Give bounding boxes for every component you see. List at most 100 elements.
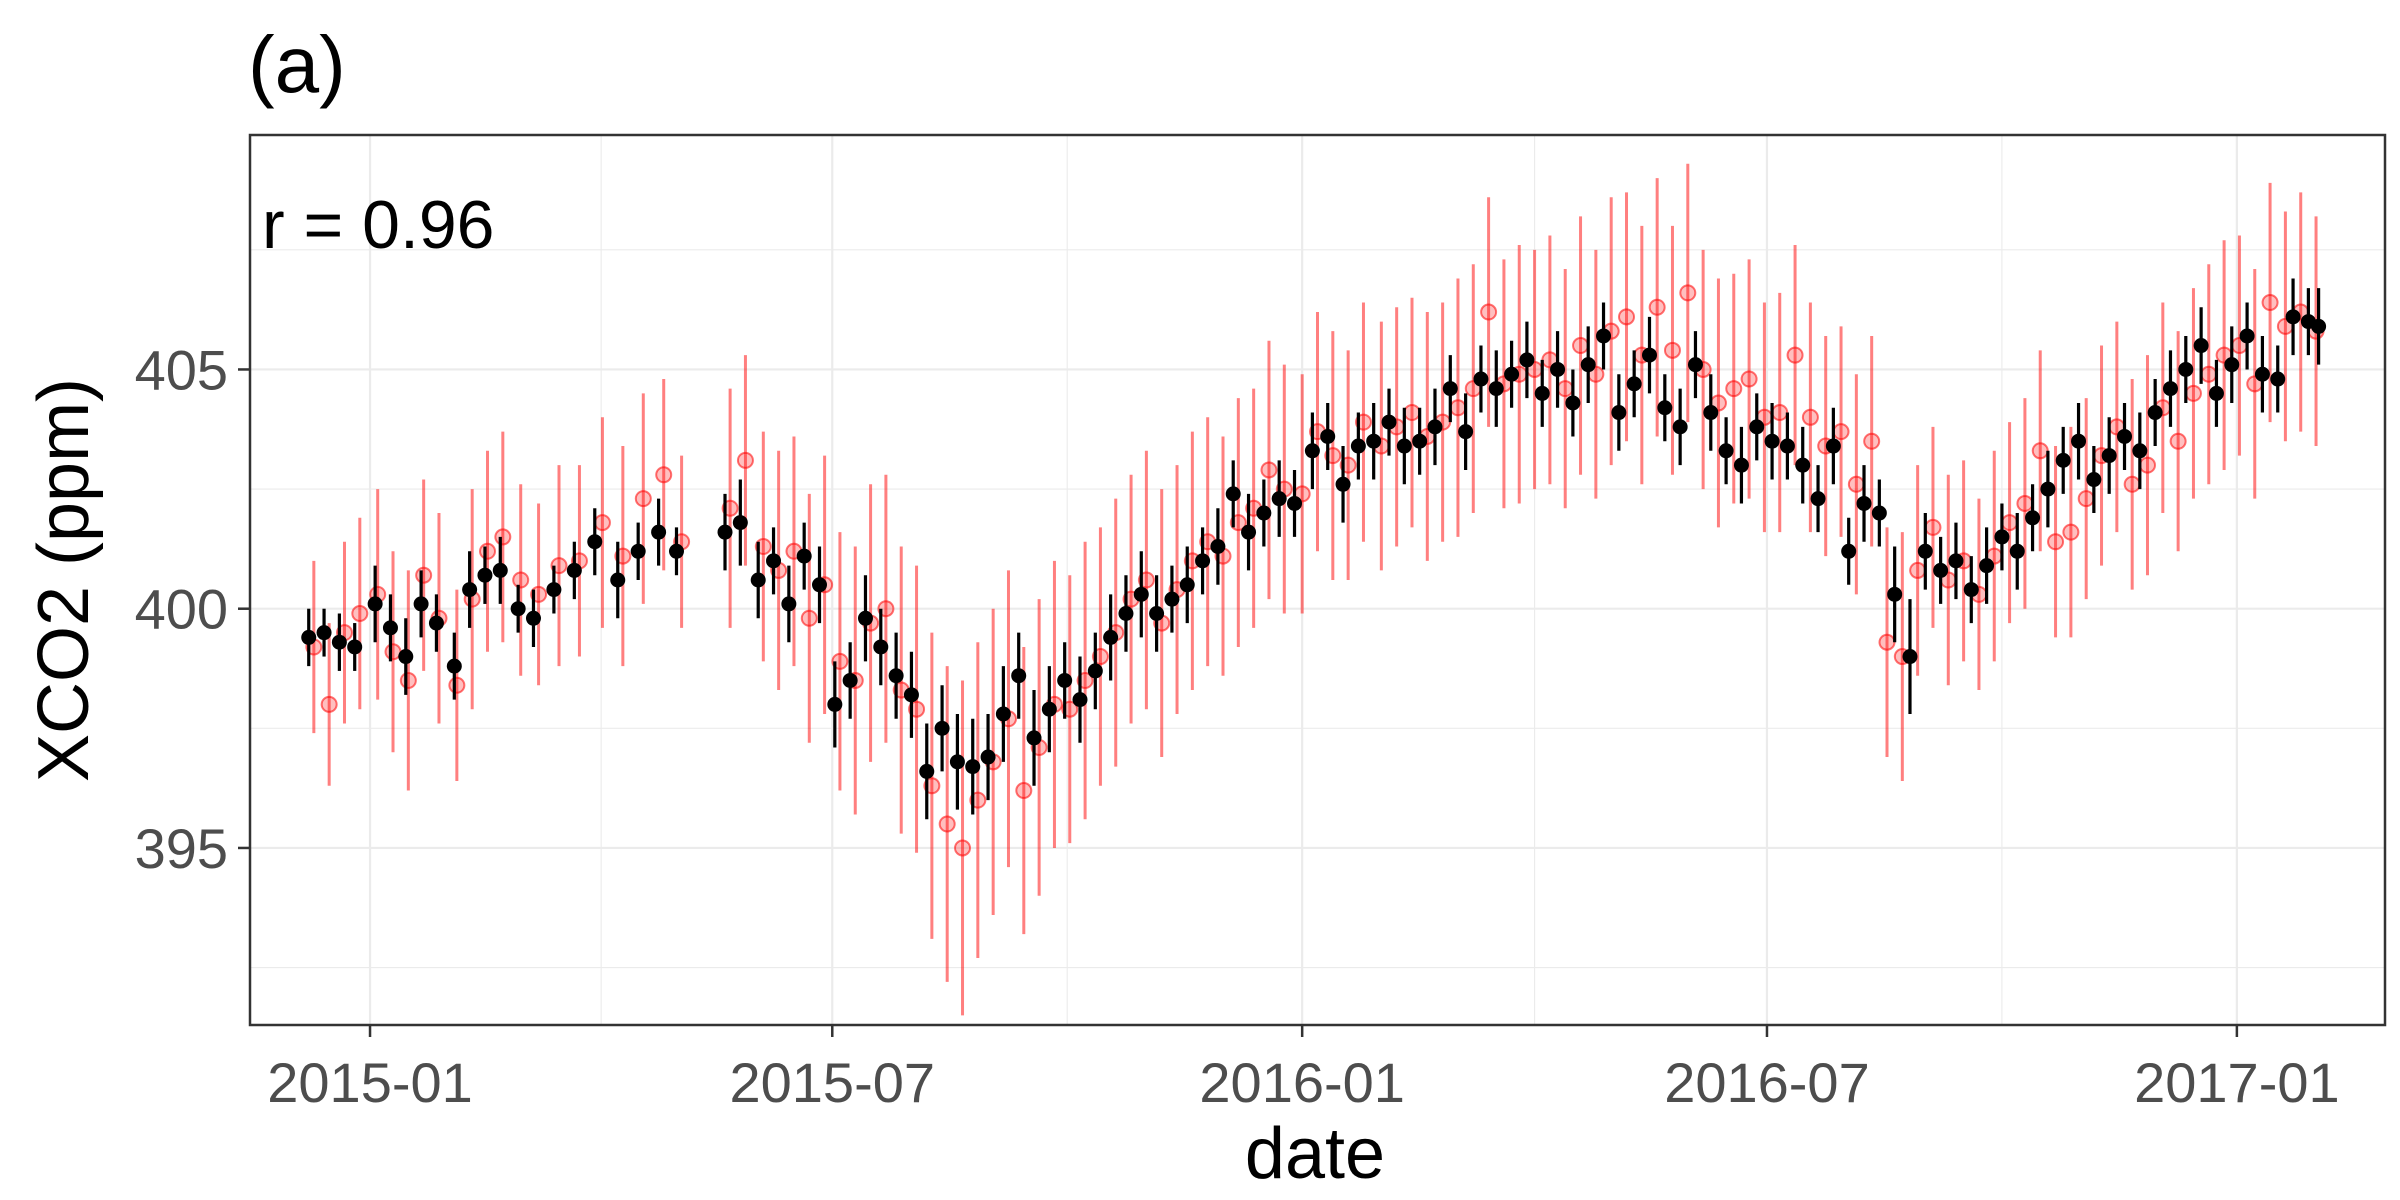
red-point xyxy=(320,695,338,713)
red-point xyxy=(1725,380,1743,398)
black-point xyxy=(934,720,950,736)
black-point xyxy=(2224,357,2240,373)
black-point xyxy=(1749,419,1765,435)
black-point xyxy=(1164,591,1180,607)
black-point xyxy=(510,601,526,617)
black-point xyxy=(1641,347,1657,363)
red-point xyxy=(1663,341,1681,359)
black-point xyxy=(842,672,858,688)
black-point xyxy=(1011,668,1027,684)
red-point xyxy=(736,451,754,469)
black-point xyxy=(750,572,766,588)
black-point xyxy=(610,572,626,588)
black-point xyxy=(2055,452,2071,468)
black-point xyxy=(2040,481,2056,497)
red-point xyxy=(512,571,530,589)
black-point xyxy=(1626,376,1642,392)
black-point xyxy=(2311,318,2327,334)
y-tick-label: 400 xyxy=(135,578,228,641)
black-point xyxy=(2147,405,2163,421)
black-point xyxy=(1687,357,1703,373)
black-point xyxy=(1396,438,1412,454)
black-point xyxy=(1087,663,1103,679)
black-point xyxy=(1933,562,1949,578)
black-point xyxy=(903,687,919,703)
red-error-bars xyxy=(312,163,2318,1016)
black-point xyxy=(446,658,462,674)
black-point xyxy=(1473,371,1489,387)
black-point xyxy=(413,596,429,612)
black-point xyxy=(2132,443,2148,459)
red-point xyxy=(479,542,497,560)
red-point xyxy=(1679,284,1697,302)
red-point xyxy=(593,514,611,532)
black-point xyxy=(1488,381,1504,397)
black-point xyxy=(1458,424,1474,440)
plot-panel-border xyxy=(248,133,2387,1027)
black-point xyxy=(367,596,383,612)
black-point xyxy=(1381,414,1397,430)
red-point xyxy=(2031,442,2049,460)
black-point xyxy=(2270,371,2286,387)
y-tick-label: 405 xyxy=(135,338,228,401)
red-point xyxy=(2077,490,2095,508)
black-point xyxy=(1256,505,1272,521)
black-point xyxy=(1657,400,1673,416)
red-point xyxy=(1771,404,1789,422)
x-axis: 2015-01 2015-07 2016-01 2016-07 2017-01 xyxy=(267,1025,2340,1114)
red-point xyxy=(2138,456,2156,474)
red-point xyxy=(1480,303,1498,321)
black-point xyxy=(2239,328,2255,344)
red-point xyxy=(2261,293,2279,311)
black-point xyxy=(995,706,1011,722)
red-point xyxy=(800,609,818,627)
black-point xyxy=(1133,586,1149,602)
red-point xyxy=(1924,518,1942,536)
black-point xyxy=(566,562,582,578)
black-point xyxy=(428,615,444,631)
red-point xyxy=(399,671,417,689)
black-point xyxy=(1179,577,1195,593)
black-point xyxy=(888,668,904,684)
black-point xyxy=(1764,433,1780,449)
red-point xyxy=(1847,475,1865,493)
black-point xyxy=(331,634,347,650)
black-point xyxy=(1917,543,1933,559)
black-point xyxy=(1733,457,1749,473)
black-point xyxy=(965,759,981,775)
x-tick-label: 2015-01 xyxy=(267,1051,473,1114)
red-point xyxy=(494,528,512,546)
black-point xyxy=(2178,361,2194,377)
red-point xyxy=(2184,384,2202,402)
black-point xyxy=(1887,586,1903,602)
red-point xyxy=(2062,523,2080,541)
black-point xyxy=(1287,495,1303,511)
black-point xyxy=(477,567,493,583)
x-tick-label: 2016-01 xyxy=(1199,1051,1405,1114)
panel-label: (a) xyxy=(248,20,346,109)
black-point xyxy=(1779,438,1795,454)
black-point xyxy=(492,562,508,578)
red-point xyxy=(1786,346,1804,364)
red-point xyxy=(2200,365,2218,383)
black-point xyxy=(1271,491,1287,507)
black-point xyxy=(1580,357,1596,373)
x-tick-label: 2017-01 xyxy=(2134,1051,2340,1114)
black-point xyxy=(1795,457,1811,473)
black-point xyxy=(2208,385,2224,401)
black-point xyxy=(316,625,332,641)
black-point xyxy=(2101,448,2117,464)
correlation-annotation: r = 0.96 xyxy=(262,187,495,263)
red-point xyxy=(1403,404,1421,422)
black-points xyxy=(301,309,2327,779)
black-point xyxy=(2193,338,2209,354)
black-point xyxy=(857,610,873,626)
red-point xyxy=(448,676,466,694)
black-point xyxy=(1841,543,1857,559)
black-point xyxy=(1041,701,1057,717)
black-point xyxy=(1810,491,1826,507)
red-point xyxy=(1618,308,1636,326)
black-point xyxy=(2285,309,2301,325)
black-point xyxy=(1366,433,1382,449)
black-point xyxy=(717,524,733,540)
